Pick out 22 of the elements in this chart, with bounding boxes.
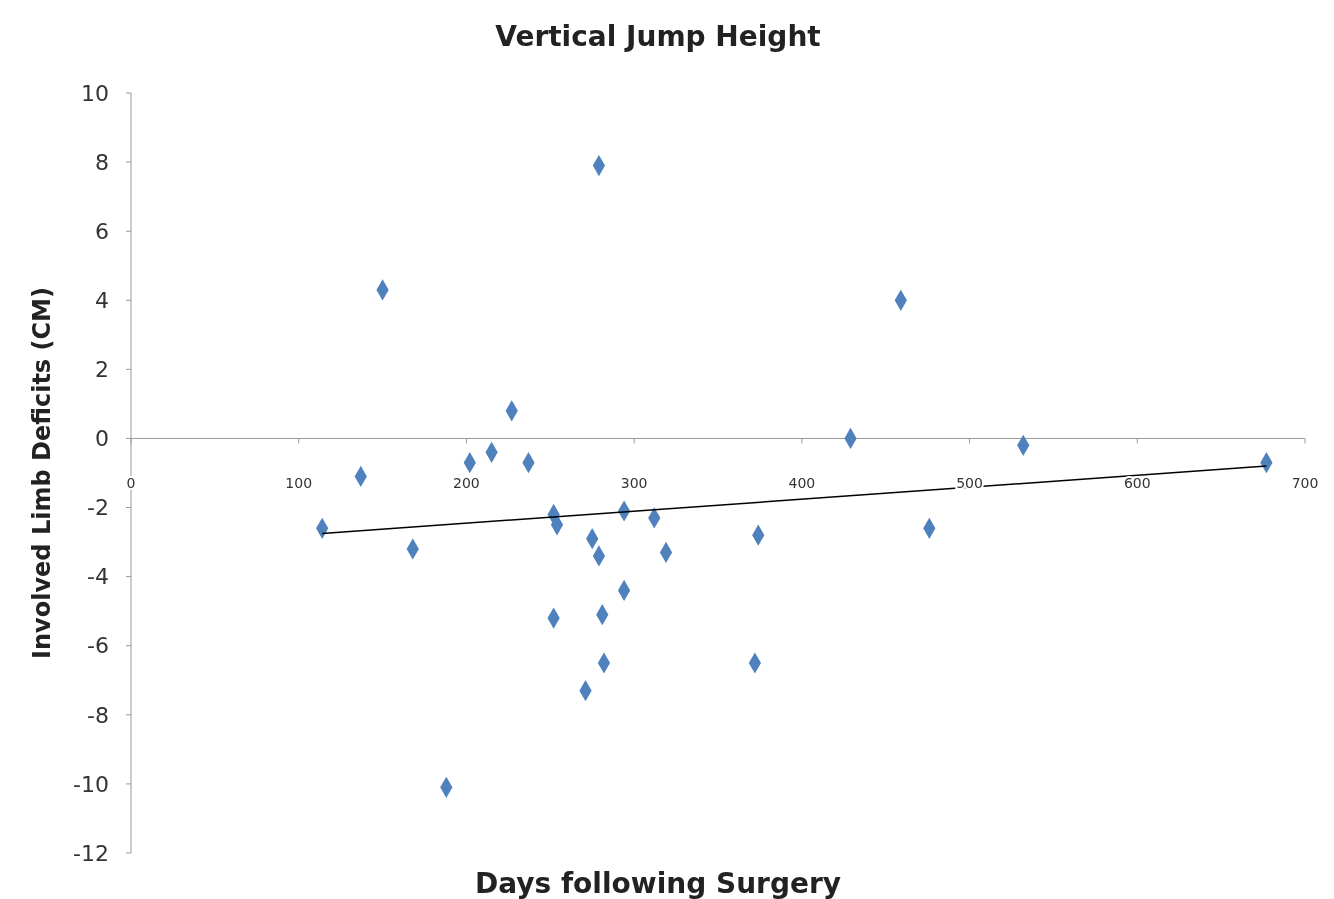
x-tick-label: 400 xyxy=(788,475,816,492)
x-tick-label: 100 xyxy=(285,475,313,492)
y-tick-label: 6 xyxy=(95,218,109,244)
x-axis-title: Days following Surgery xyxy=(475,867,841,899)
y-tick-label: -6 xyxy=(87,633,109,659)
y-tick-label: -10 xyxy=(73,771,109,797)
x-tick-label: 0 xyxy=(126,475,136,492)
x-tick-label: 300 xyxy=(620,475,648,492)
y-tick-label: -8 xyxy=(87,702,109,728)
y-tick-label: -2 xyxy=(87,495,109,521)
x-tick-label: 600 xyxy=(1123,475,1151,492)
y-tick-label: -12 xyxy=(73,840,109,866)
y-tick-label: 10 xyxy=(81,80,109,106)
x-tick-label: 700 xyxy=(1291,475,1319,492)
y-tick-label: 2 xyxy=(95,357,109,383)
y-tick-label: 0 xyxy=(95,426,109,452)
x-tick-label: 200 xyxy=(453,475,480,492)
y-axis-title: Involved Limb Deficits (CM) xyxy=(28,287,56,659)
y-tick-label: -4 xyxy=(87,564,109,590)
y-tick-label: 4 xyxy=(95,287,109,313)
y-tick-label: 8 xyxy=(95,149,109,175)
chart-title: Vertical Jump Height xyxy=(495,20,821,53)
